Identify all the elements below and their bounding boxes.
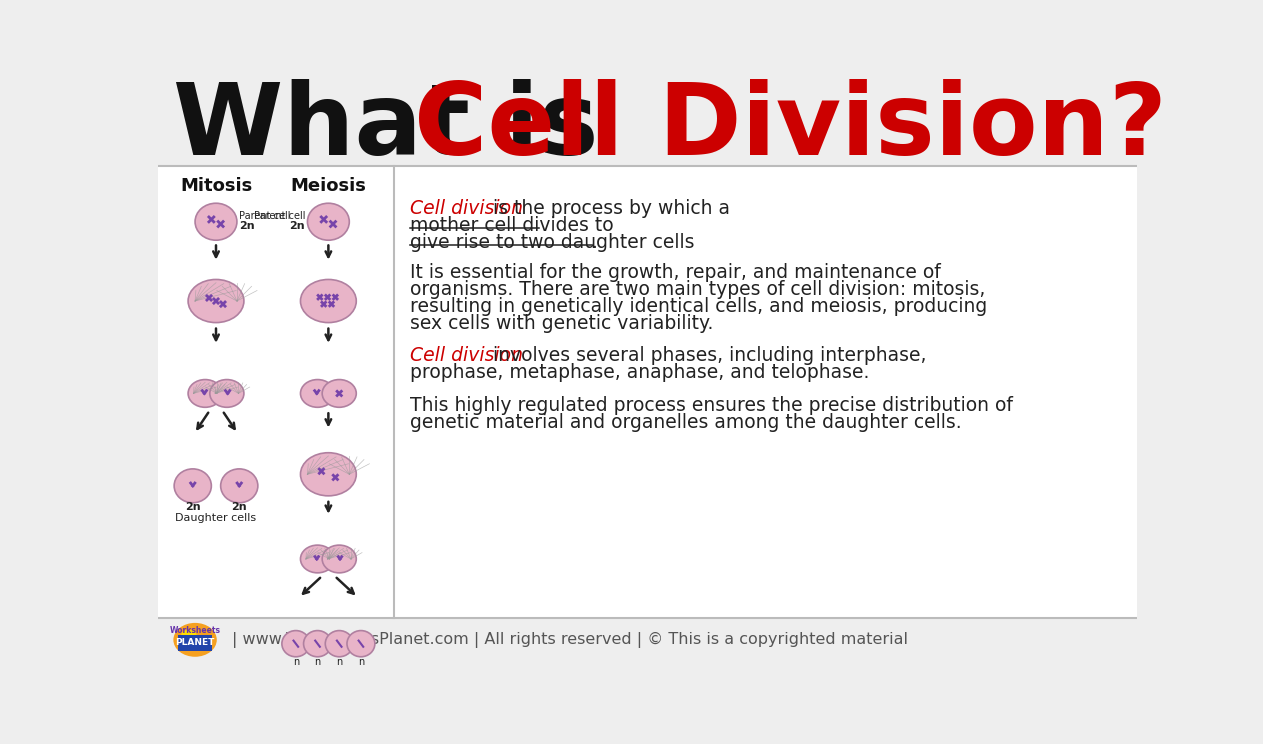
Text: What is: What is (173, 80, 634, 176)
Text: organisms. There are two main types of cell division: mitosis,: organisms. There are two main types of c… (409, 280, 985, 299)
Text: n: n (357, 657, 364, 667)
Ellipse shape (188, 280, 244, 323)
Text: 2n: 2n (184, 502, 201, 513)
Ellipse shape (301, 280, 356, 323)
Text: | www.WorksheetsPlanet.com | All rights reserved | © This is a copyrighted mater: | www.WorksheetsPlanet.com | All rights … (231, 632, 908, 648)
Ellipse shape (303, 631, 331, 657)
Ellipse shape (322, 379, 356, 407)
Bar (178, 635, 212, 650)
Text: This highly regulated process ensures the precise distribution of: This highly regulated process ensures th… (409, 396, 1013, 414)
Text: n: n (336, 657, 342, 667)
Text: is the process by which a: is the process by which a (488, 199, 736, 217)
Ellipse shape (301, 379, 335, 407)
Text: Daughter cells: Daughter cells (176, 513, 256, 523)
Ellipse shape (195, 203, 237, 240)
Ellipse shape (282, 631, 309, 657)
Text: 2n: 2n (289, 222, 306, 231)
Text: Meiosis: Meiosis (290, 176, 366, 194)
Bar (158, 618, 1137, 662)
Text: prophase, metaphase, anaphase, and telophase.: prophase, metaphase, anaphase, and telop… (409, 363, 869, 382)
Text: Parent cell: Parent cell (254, 211, 306, 221)
Text: PLANET: PLANET (176, 638, 215, 647)
Text: Mitosis: Mitosis (179, 176, 253, 194)
Ellipse shape (174, 469, 211, 503)
Ellipse shape (347, 631, 375, 657)
Text: genetic material and organelles among the daughter cells.: genetic material and organelles among th… (409, 413, 961, 432)
Text: Cell division: Cell division (409, 347, 523, 365)
Ellipse shape (210, 379, 244, 407)
Text: resulting in genetically identical cells, and meiosis, producing: resulting in genetically identical cells… (409, 297, 986, 316)
Ellipse shape (322, 545, 356, 573)
Text: Cell Division?: Cell Division? (413, 80, 1167, 176)
Text: .: . (592, 232, 599, 251)
Ellipse shape (301, 545, 335, 573)
Text: It is essential for the growth, repair, and maintenance of: It is essential for the growth, repair, … (409, 263, 941, 282)
Text: n: n (293, 657, 299, 667)
Text: sex cells with genetic variability.: sex cells with genetic variability. (409, 314, 714, 333)
Bar (158, 89, 1137, 166)
Ellipse shape (173, 623, 217, 657)
Bar (158, 166, 1137, 618)
Ellipse shape (307, 203, 350, 240)
Ellipse shape (188, 379, 222, 407)
Text: Parent cell: Parent cell (239, 211, 290, 221)
Text: Worksheets: Worksheets (169, 626, 221, 635)
Text: involves several phases, including interphase,: involves several phases, including inter… (488, 347, 927, 365)
Text: give rise to two daughter cells: give rise to two daughter cells (409, 232, 695, 251)
Ellipse shape (181, 630, 197, 641)
Ellipse shape (221, 469, 258, 503)
Text: mother cell divides to: mother cell divides to (409, 216, 614, 234)
Text: 2n: 2n (239, 222, 255, 231)
Ellipse shape (326, 631, 354, 657)
Text: n: n (314, 657, 321, 667)
Text: 2n: 2n (231, 502, 248, 513)
Ellipse shape (301, 452, 356, 496)
Text: Cell division: Cell division (409, 199, 523, 217)
